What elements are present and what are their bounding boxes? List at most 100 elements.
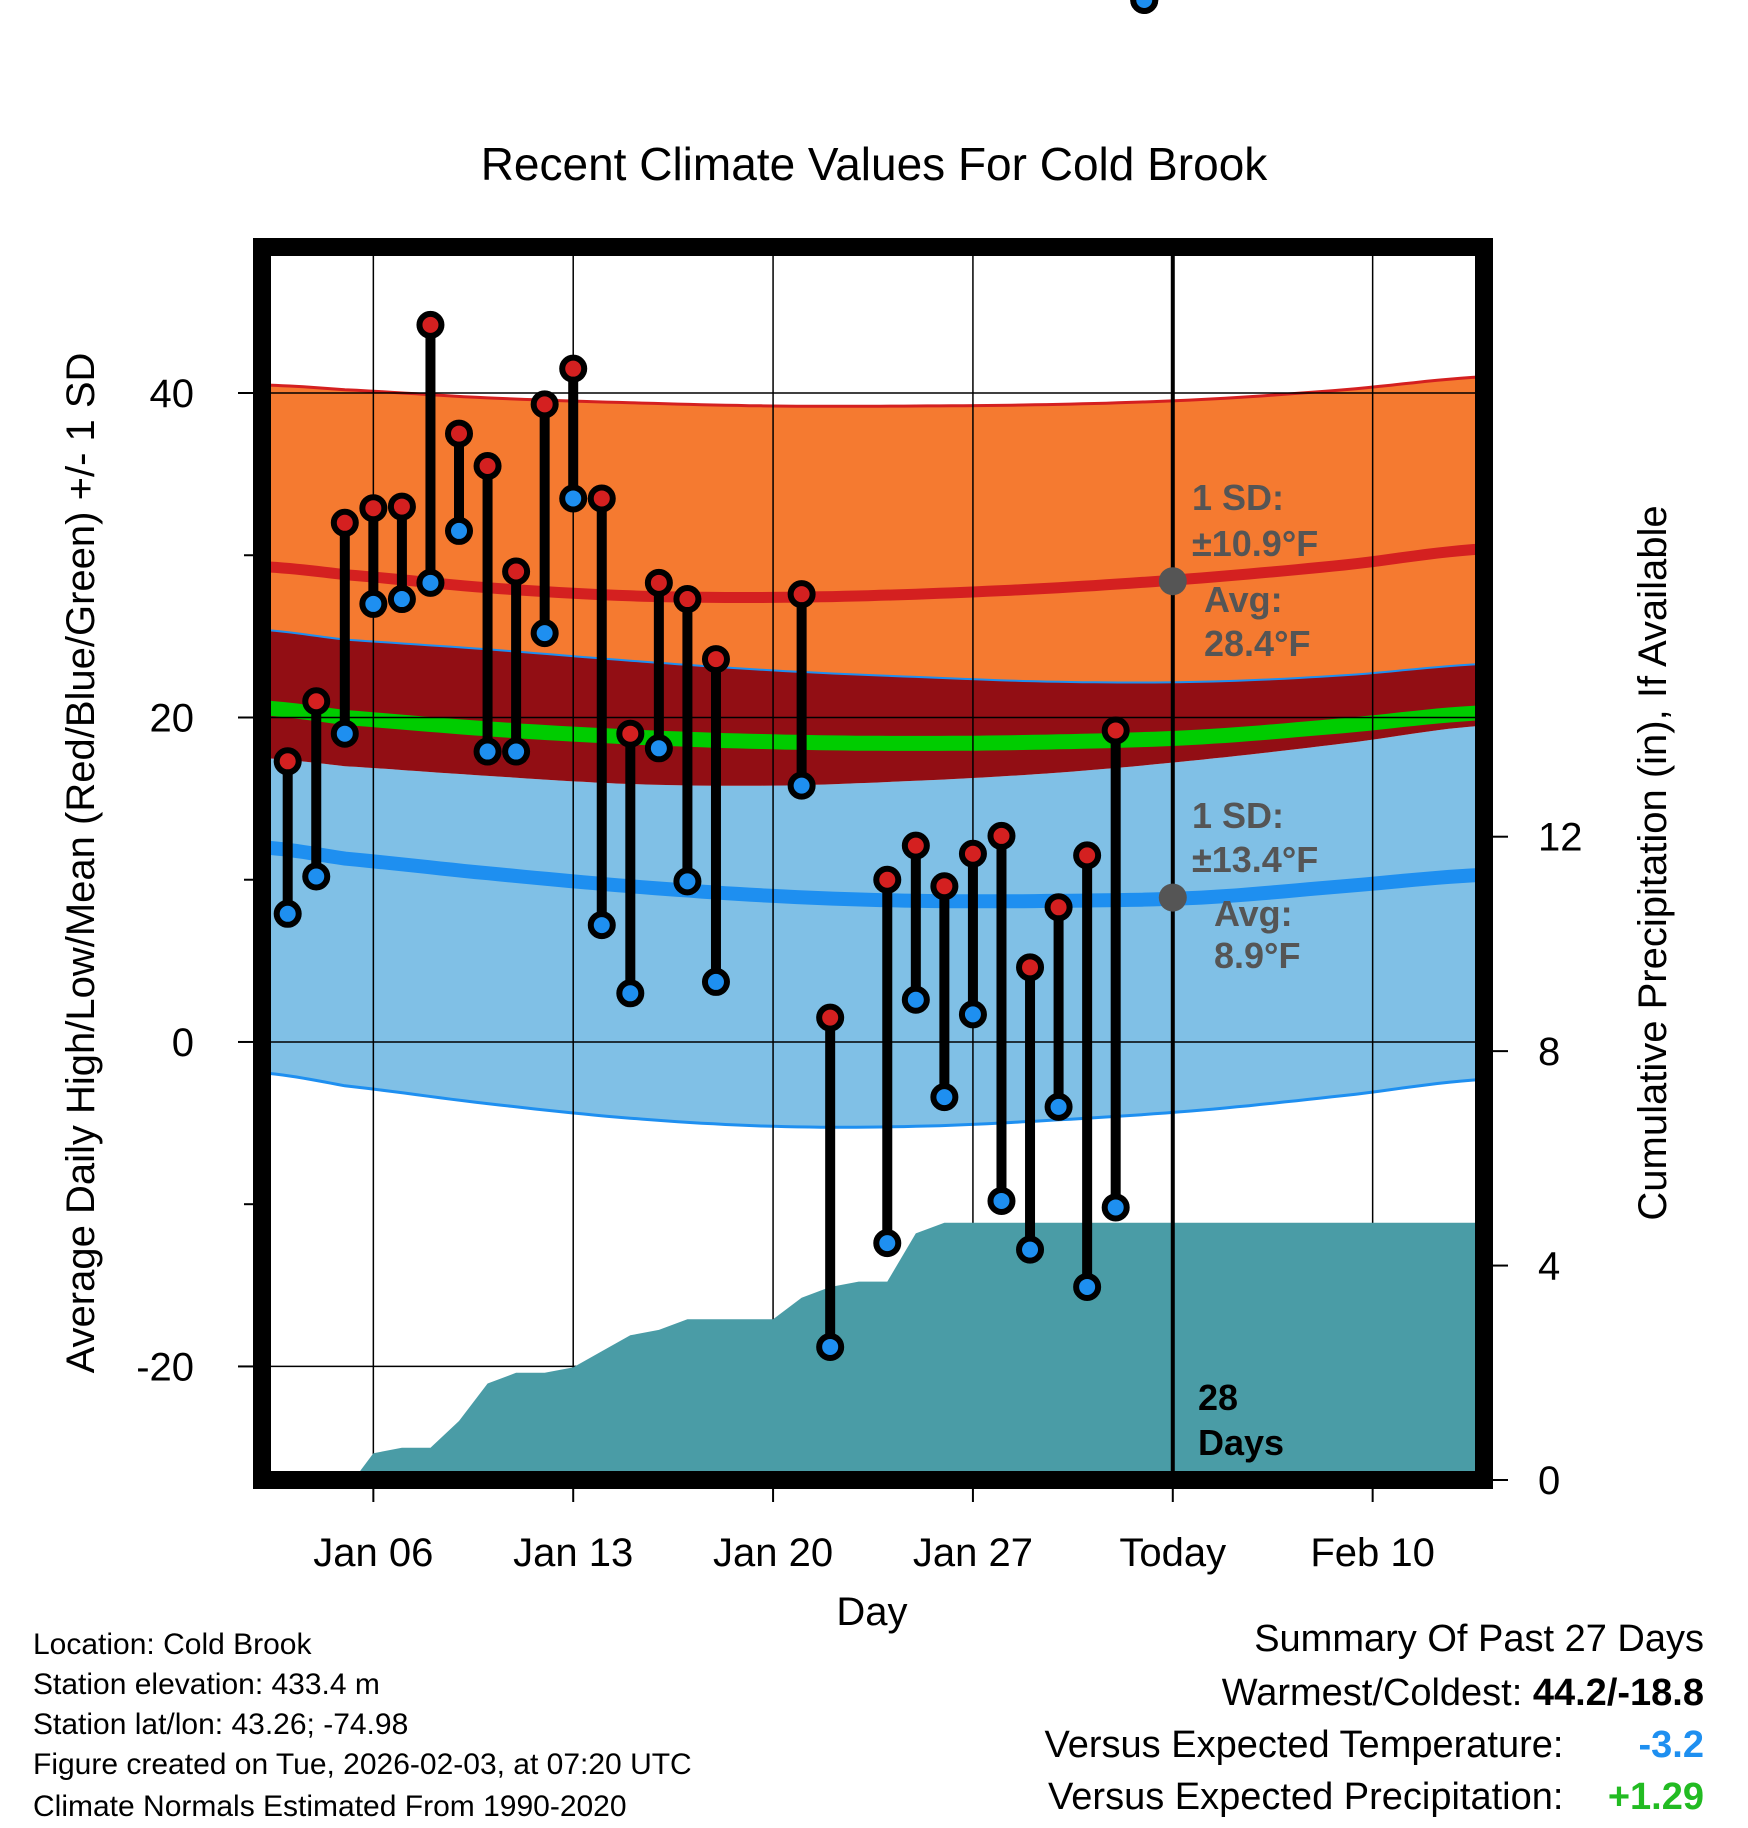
y2-axis-label: Cumulative Precipitation (in), If Availa… — [1631, 505, 1675, 1220]
daily-low-point — [1073, 1272, 1102, 1301]
daily-low-point — [1101, 1193, 1130, 1222]
mean-avg-line — [262, 700, 1484, 751]
daily-low-point — [1044, 1092, 1073, 1121]
low-avg-label: Avg: — [1214, 893, 1293, 934]
plot-frame — [253, 238, 1493, 1489]
daily-high-point — [559, 354, 588, 383]
daily-high-point — [787, 580, 816, 609]
daily-low-point — [873, 1229, 902, 1258]
daily-low-point — [445, 516, 474, 545]
daily-high-point — [873, 865, 902, 894]
temp-label: Versus Expected Temperature: — [1044, 1724, 1564, 1766]
daily-high-point — [302, 687, 331, 716]
y2-tick-label: 4 — [1538, 1245, 1560, 1289]
low-normal-annotation: 1 SD: ±13.4°F Avg: 8.9°F — [1192, 795, 1318, 976]
daily-low-point — [359, 589, 388, 618]
low-sd-band — [262, 725, 1484, 1128]
low-avg-line — [262, 840, 1484, 909]
daily-high-point — [1101, 716, 1130, 745]
daily-high-point — [473, 452, 502, 481]
daily-low-point — [502, 737, 531, 766]
footer-created: Figure created on Tue, 2026-02-03, at 07… — [33, 1748, 692, 1781]
low-avg-value: 8.9°F — [1214, 935, 1300, 976]
footer-normals: Climate Normals Estimated From 1990-2020 — [33, 1790, 627, 1823]
daily-low-point — [530, 619, 559, 648]
plot-area — [262, 375, 1484, 1129]
x-tick-label: Jan 20 — [713, 1531, 833, 1575]
high-avg-label: Avg: — [1204, 579, 1283, 620]
daily-high-point — [987, 821, 1016, 850]
daily-low-point — [473, 737, 502, 766]
x-tick-label: Today — [1119, 1531, 1226, 1575]
daily-low-point — [958, 1000, 987, 1029]
daily-high-point — [445, 419, 474, 448]
precip-value: +1.29 — [1607, 1776, 1704, 1818]
overlap-band — [262, 629, 1484, 786]
daily-low-point — [416, 568, 445, 597]
daily-high-point — [644, 568, 673, 597]
summary-title: Summary Of Past 27 Days — [1254, 1618, 1704, 1660]
precipitation-fill — [262, 1222, 1484, 1480]
summary-precip: Versus Expected Precipitation: +1.29 — [1048, 1776, 1704, 1819]
high-avg-value: 28.4°F — [1204, 623, 1310, 664]
daily-low-point — [559, 484, 588, 513]
y-tick-label: 40 — [150, 372, 195, 416]
daily-low-point — [587, 911, 616, 940]
daily-low-point — [302, 862, 331, 891]
daily-low-point — [330, 719, 359, 748]
low-lower-line — [262, 1071, 1484, 1129]
x-tick-label: Jan 13 — [513, 1531, 633, 1575]
temp-value: -3.2 — [1638, 1724, 1704, 1766]
summary-warm-cold: Warmest/Coldest: 44.2/-18.8 — [1222, 1672, 1704, 1715]
high-avg-line — [262, 543, 1484, 603]
y2-tick-label: 0 — [1538, 1459, 1560, 1503]
daily-high-point — [958, 839, 987, 868]
daily-low-point — [616, 979, 645, 1008]
days-count: 28 — [1198, 1377, 1238, 1418]
footer-latlon: Station lat/lon: 43.26; -74.98 — [33, 1708, 409, 1741]
daily-temperature-marks — [273, 0, 1159, 1361]
daily-low-point — [987, 1186, 1016, 1215]
high-sd-band — [262, 376, 1484, 683]
daily-low-point — [930, 1083, 959, 1112]
daily-high-point — [701, 645, 730, 674]
daily-high-point — [1073, 841, 1102, 870]
high-lower-line — [262, 628, 1484, 684]
footer-elevation: Station elevation: 433.4 m — [33, 1668, 380, 1701]
daily-low-point — [901, 985, 930, 1014]
daily-high-point — [387, 492, 416, 521]
daily-low-point — [816, 1332, 845, 1361]
daily-high-point — [273, 747, 302, 776]
y-tick-label: 20 — [150, 696, 195, 740]
x-tick-label: Feb 10 — [1310, 1531, 1435, 1575]
daily-high-point — [816, 1003, 845, 1032]
daily-low-point — [787, 771, 816, 800]
daily-low-point — [701, 967, 730, 996]
y-tick-label: 0 — [172, 1021, 194, 1065]
daily-high-point — [930, 872, 959, 901]
daily-low-point — [1130, 0, 1159, 14]
daily-low-point — [273, 899, 302, 928]
daily-high-point — [330, 508, 359, 537]
precipitation-area — [262, 1222, 1484, 1480]
y2-tick-label: 12 — [1538, 816, 1583, 860]
daily-high-point — [1044, 893, 1073, 922]
daily-low-point — [644, 734, 673, 763]
chart-title: Recent Climate Values For Cold Brook — [481, 138, 1269, 190]
daily-high-point — [1016, 953, 1045, 982]
high-sd-label: 1 SD: — [1192, 477, 1284, 518]
days-annotation: 28 Days — [1198, 1377, 1284, 1463]
y-tick-label: -20 — [136, 1345, 194, 1389]
precip-label: Versus Expected Precipitation: — [1048, 1776, 1564, 1818]
warm-cold-value: 44.2/-18.8 — [1532, 1672, 1704, 1714]
daily-high-point — [502, 557, 531, 586]
daily-high-point — [673, 585, 702, 614]
y2-tick-label: 8 — [1538, 1030, 1560, 1074]
summary-temp: Versus Expected Temperature: -3.2 — [1045, 1724, 1704, 1767]
daily-low-point — [673, 867, 702, 896]
daily-high-point — [359, 494, 388, 523]
daily-low-point — [1016, 1235, 1045, 1264]
low-sd-label: 1 SD: — [1192, 795, 1284, 836]
x-tick-label: Jan 27 — [913, 1531, 1033, 1575]
